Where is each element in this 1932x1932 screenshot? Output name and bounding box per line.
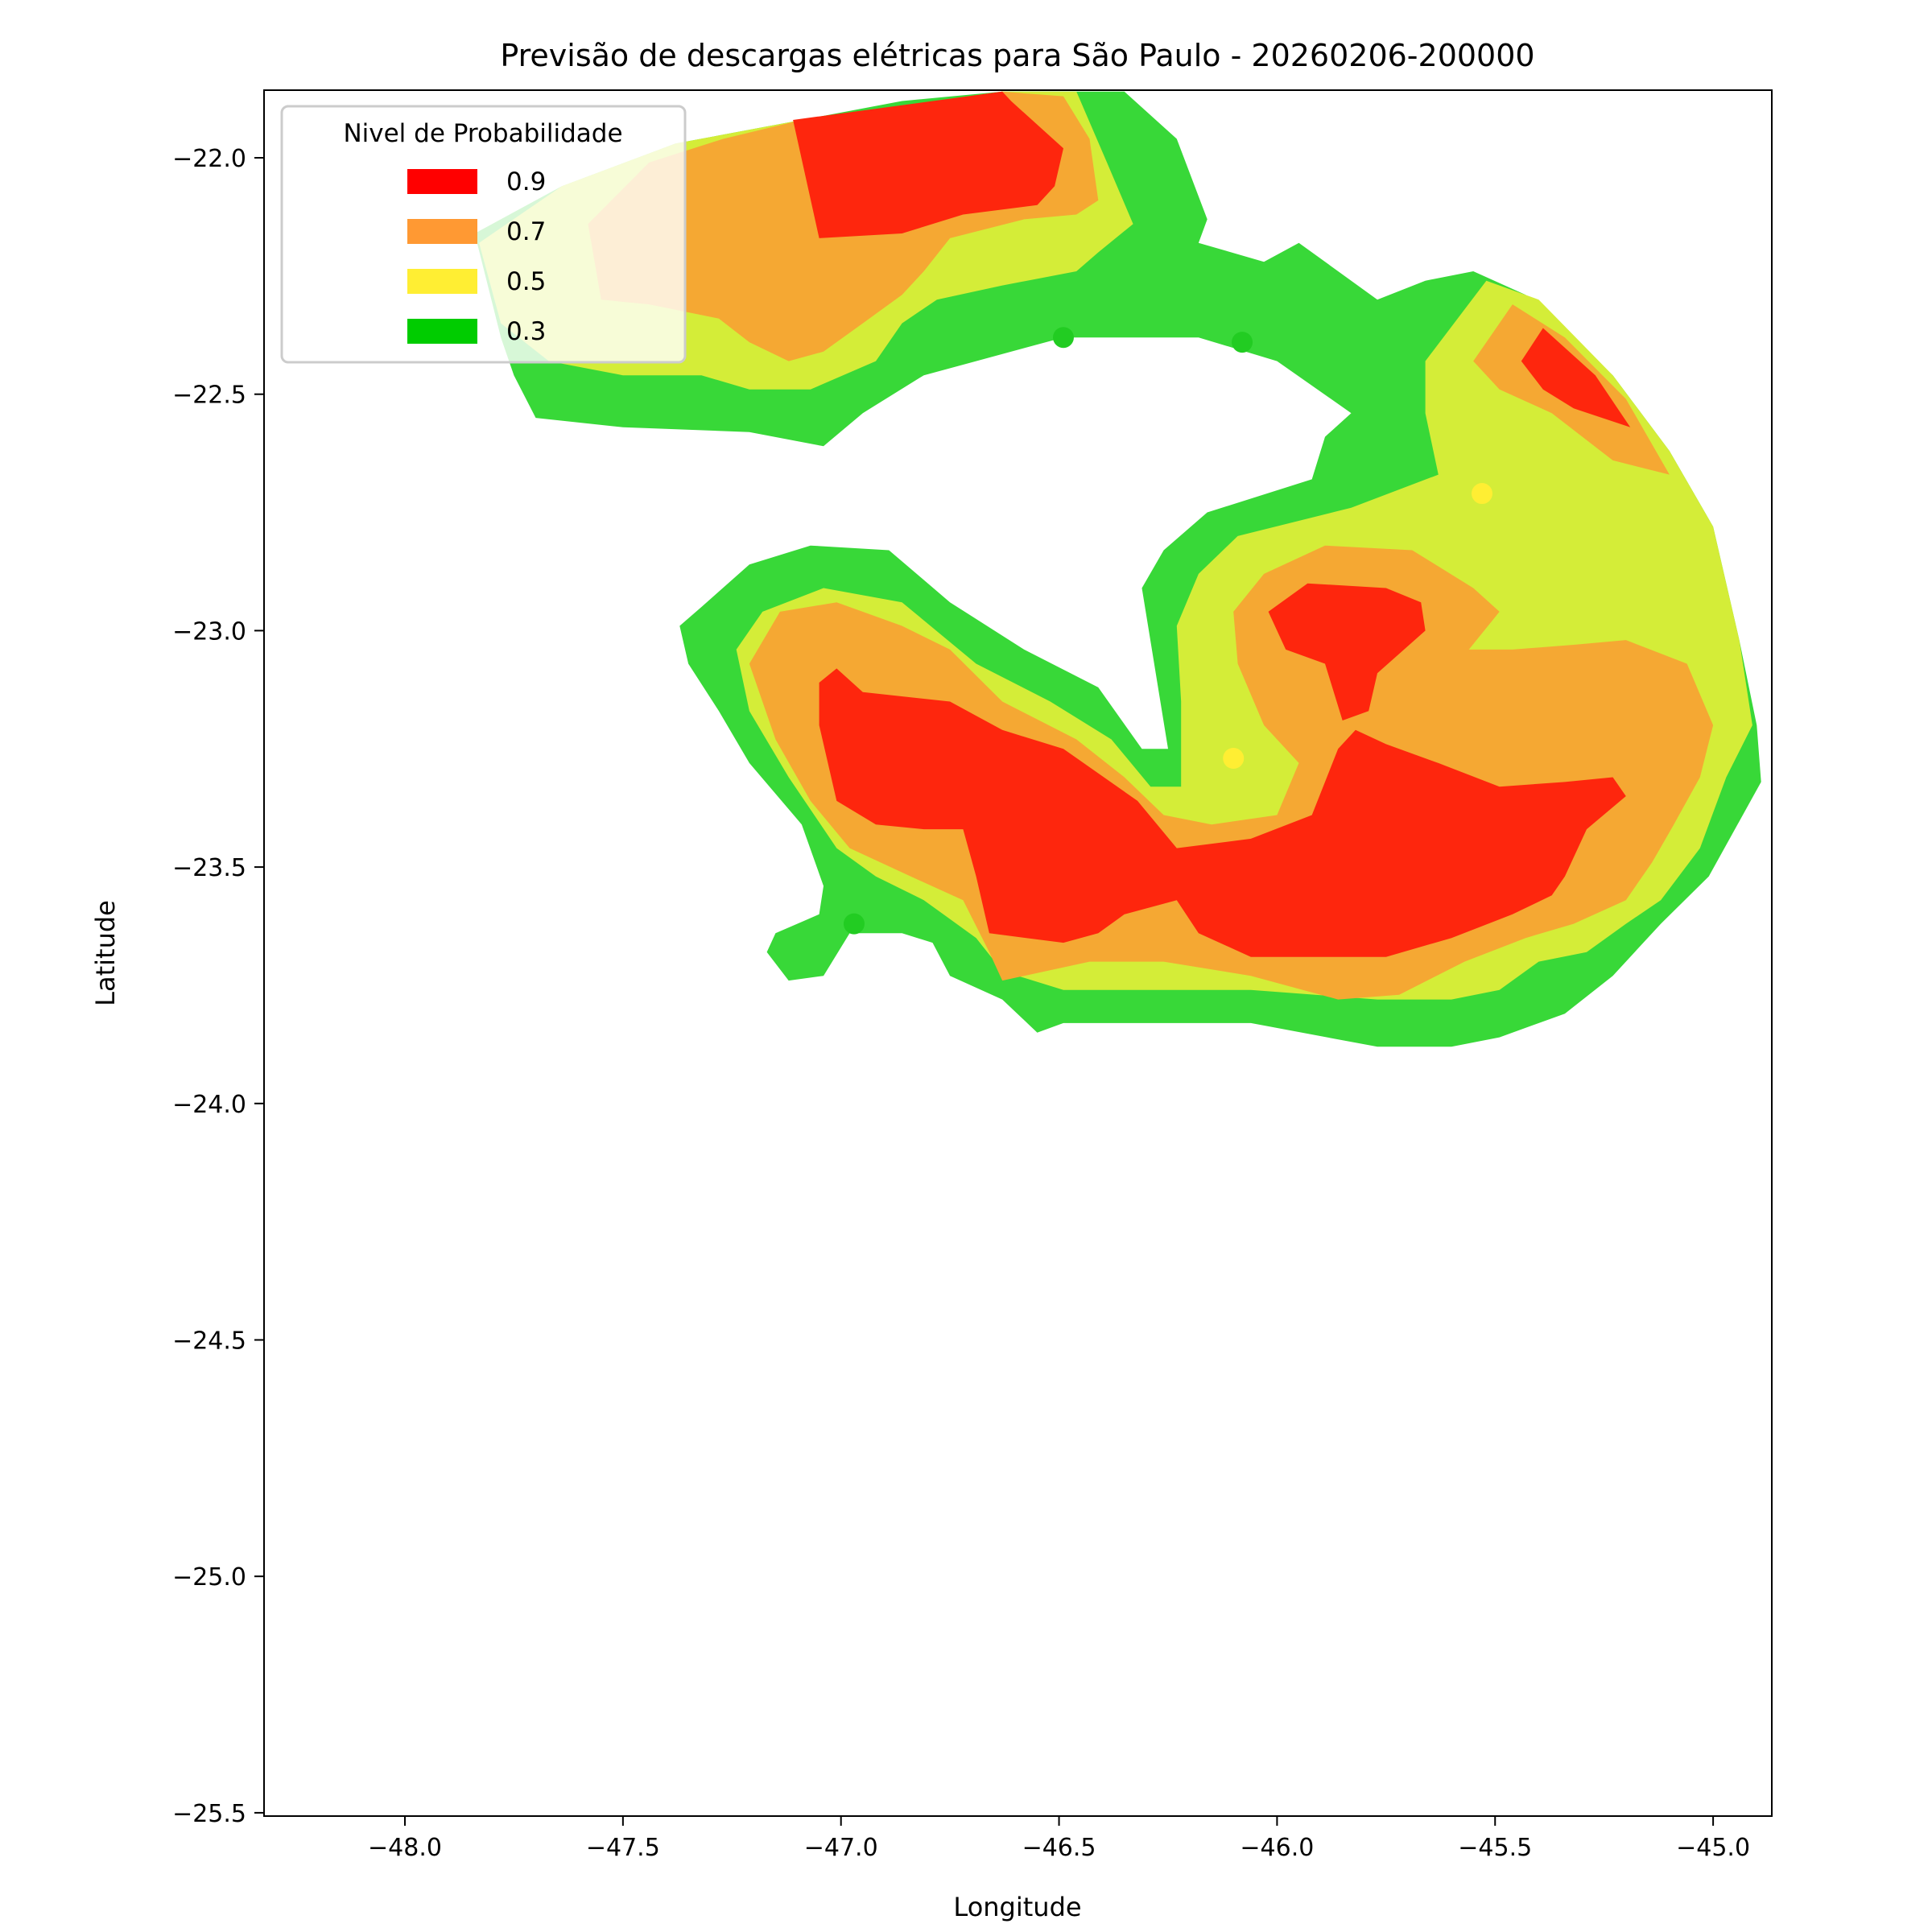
- legend-label: 0.7: [506, 217, 546, 246]
- contour-region-0_9-2: [1268, 583, 1426, 720]
- y-axis-label: Latitude: [90, 900, 121, 1006]
- legend-label: 0.5: [506, 267, 546, 296]
- x-tick-label: −46.5: [1022, 1834, 1096, 1862]
- plot-area: [474, 91, 1761, 1047]
- x-axis-label: Longitude: [953, 1892, 1081, 1922]
- x-axis: −48.0 −47.5 −47.0 −46.5 −46.0 −45.5 −45.0: [368, 1816, 1750, 1862]
- y-axis: −22.0 −22.5 −23.0 −23.5 −24.0 −24.5 −25.0 −25.5: [172, 145, 264, 1828]
- marker-point-1: [1232, 332, 1253, 353]
- contour-region-0_9-3: [819, 668, 1626, 957]
- y-tick-label: −23.0: [172, 617, 246, 646]
- contour-region-0_9-0: [793, 91, 1063, 238]
- x-tick-label: −45.0: [1676, 1834, 1750, 1862]
- legend-swatch-0.3: [407, 319, 477, 344]
- legend-swatch-0.9: [407, 169, 477, 194]
- marker-point-0: [1052, 327, 1074, 349]
- marker-point-3: [1471, 483, 1492, 505]
- axes-frame: [263, 89, 1773, 1817]
- y-tick-label: −25.5: [172, 1800, 246, 1828]
- legend-swatch-0.5: [407, 269, 477, 294]
- y-tick-label: −25.0: [172, 1563, 246, 1591]
- x-tick-label: −48.0: [368, 1834, 442, 1862]
- legend-label: 0.3: [506, 317, 546, 346]
- x-tick-label: −47.5: [586, 1834, 660, 1862]
- legend-box: [280, 105, 687, 364]
- legend: Nivel de Probabilidade 0.9 0.7 0.5 0.3: [280, 105, 687, 364]
- y-tick-label: −24.5: [172, 1327, 246, 1356]
- contour-region-0_9-1: [1521, 328, 1631, 427]
- x-tick-label: −45.5: [1458, 1834, 1532, 1862]
- y-tick-label: −24.0: [172, 1091, 246, 1119]
- x-tick-label: −46.0: [1240, 1834, 1314, 1862]
- y-tick-label: −22.5: [172, 382, 246, 410]
- legend-swatch-0.7: [407, 219, 477, 244]
- y-tick-label: −22.0: [172, 145, 246, 173]
- y-tick-label: −23.5: [172, 854, 246, 882]
- legend-title: Nivel de Probabilidade: [343, 119, 622, 148]
- legend-label: 0.9: [506, 167, 546, 196]
- chart-title: Previsão de descargas elétricas para São…: [500, 38, 1534, 73]
- marker-point-2: [843, 913, 865, 935]
- x-tick-label: −47.0: [804, 1834, 878, 1862]
- marker-point-4: [1223, 747, 1245, 769]
